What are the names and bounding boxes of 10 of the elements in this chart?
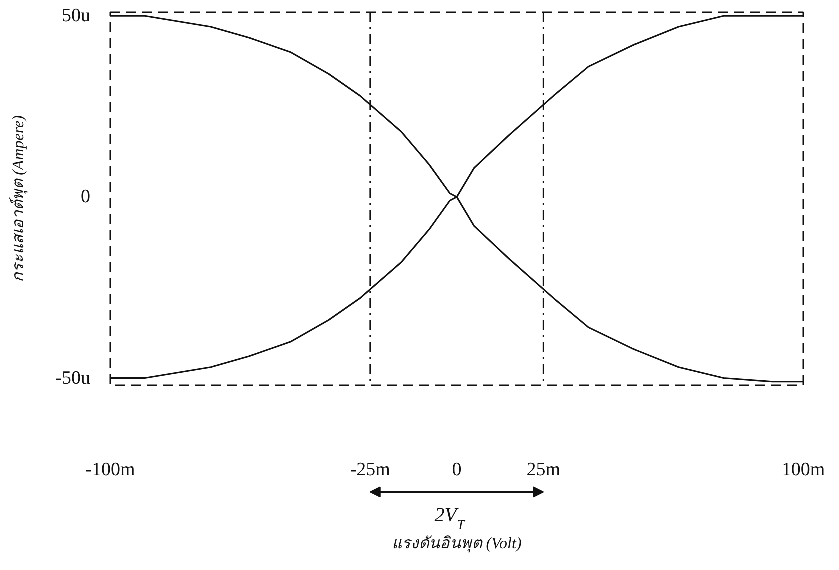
x-tick-label: -25m bbox=[350, 460, 391, 480]
x-tick-label: -100m bbox=[86, 460, 136, 480]
x-tick-label: 0 bbox=[452, 460, 462, 480]
x-axis-title: แรงดันอินพุต (Volt) bbox=[392, 536, 522, 554]
y-axis-title: กระแสเอาต์พุต (Ampere) bbox=[8, 116, 29, 282]
y-tick-label: 0 bbox=[81, 186, 90, 208]
y-tick-label: 50u bbox=[62, 6, 91, 27]
x-tick-label: 25m bbox=[526, 460, 561, 480]
y-tick-label: -50u bbox=[56, 368, 91, 389]
x-tick-label: 100m bbox=[782, 460, 826, 480]
